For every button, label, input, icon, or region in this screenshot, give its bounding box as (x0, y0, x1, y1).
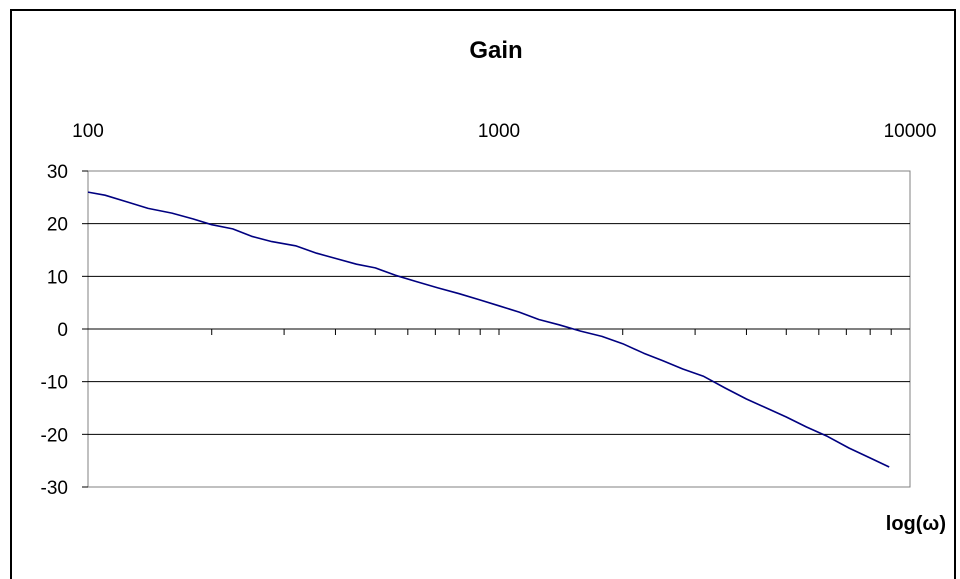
y-tick-label-0: 30 (47, 162, 68, 183)
x-tick-label-0: 100 (72, 121, 104, 142)
series-line-0 (87, 191, 890, 468)
y-tick-label-2: 10 (47, 267, 68, 288)
x-tick-label-1: 1000 (478, 121, 520, 142)
minor-ticks (211, 329, 892, 335)
y-tick-label-5: -20 (41, 425, 68, 446)
chart-title: Gain (469, 37, 522, 64)
grid (88, 223, 910, 435)
x-tick-labels: 100 1000 10000 (72, 121, 936, 142)
x-axis-label: log(ω) (886, 513, 946, 535)
series-group (87, 191, 890, 468)
y-tick-label-4: -10 (41, 373, 68, 394)
y-tick-labels: 30 20 10 0 -10 -20 -30 (41, 162, 88, 499)
x-tick-label-2: 10000 (884, 121, 937, 142)
y-tick-label-6: -30 (41, 478, 68, 499)
y-tick-label-1: 20 (47, 215, 68, 236)
y-tick-label-3: 0 (57, 320, 68, 341)
